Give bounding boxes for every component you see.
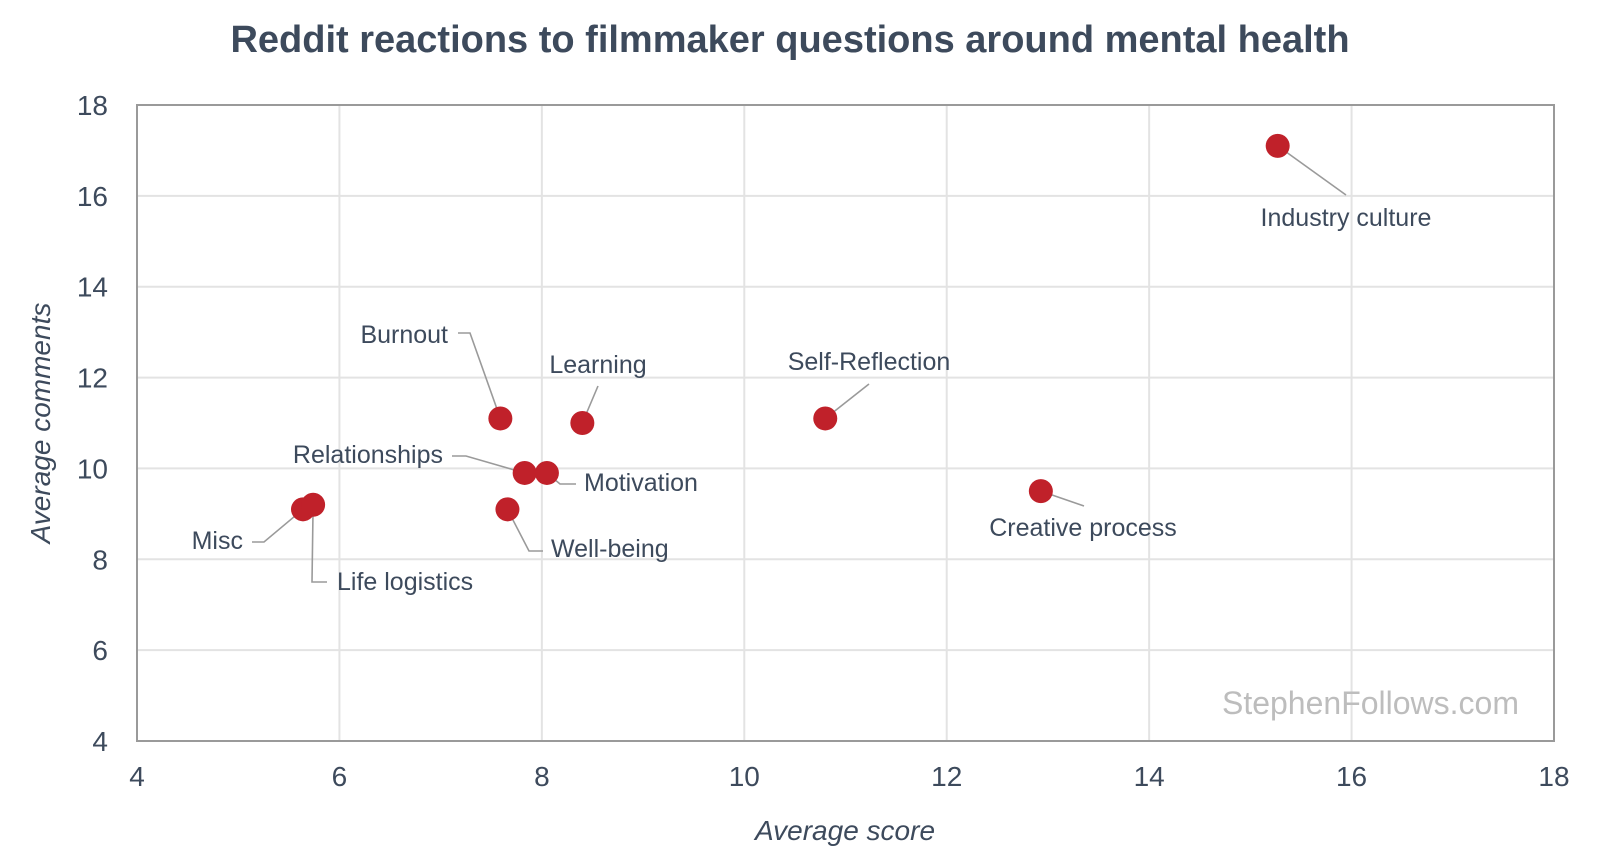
x-tick-label: 4 xyxy=(129,761,145,792)
data-label: Misc xyxy=(192,527,243,555)
leader-line xyxy=(506,508,543,552)
data-label: Creative process xyxy=(989,514,1177,542)
x-axis-label: Average score xyxy=(753,815,935,846)
y-tick-label: 4 xyxy=(92,726,108,757)
data-points xyxy=(290,133,1290,522)
y-tick-label: 12 xyxy=(77,363,108,394)
x-tick-label: 18 xyxy=(1538,761,1569,792)
data-point xyxy=(301,492,326,517)
axis-ticks: 4 6 8 10 12 14 16 18 4 6 8 10 12 14 16 18 xyxy=(77,90,1570,792)
gridlines xyxy=(137,105,1554,741)
data-label: Learning xyxy=(549,351,646,379)
y-tick-label: 6 xyxy=(92,635,108,666)
y-tick-label: 18 xyxy=(77,90,108,121)
data-point xyxy=(495,497,520,522)
leader-line xyxy=(458,332,502,419)
data-point xyxy=(1265,133,1290,158)
leader-line xyxy=(452,455,525,474)
point-labels: Industry culture Self-Reflection Creative … xyxy=(192,204,1432,596)
y-tick-label: 14 xyxy=(77,272,108,303)
leader-line xyxy=(311,504,327,583)
data-point xyxy=(488,406,513,431)
x-tick-label: 12 xyxy=(931,761,962,792)
data-label: Burnout xyxy=(360,321,448,349)
y-tick-label: 16 xyxy=(77,181,108,212)
data-label: Relationships xyxy=(293,441,443,469)
data-point xyxy=(570,411,595,435)
y-tick-label: 8 xyxy=(92,544,108,575)
data-point xyxy=(813,406,838,431)
data-point xyxy=(512,460,537,485)
data-label: Motivation xyxy=(584,469,698,497)
x-tick-label: 6 xyxy=(332,761,348,792)
data-label: Well-being xyxy=(551,535,669,563)
x-tick-label: 10 xyxy=(729,761,760,792)
x-tick-label: 14 xyxy=(1134,761,1165,792)
leader-line xyxy=(252,508,304,543)
watermark: StephenFollows.com xyxy=(1222,685,1519,721)
data-label: Industry culture xyxy=(1261,204,1432,232)
data-label: Self-Reflection xyxy=(788,348,951,376)
data-point xyxy=(1028,479,1053,504)
plot-frame xyxy=(136,104,1555,742)
x-tick-label: 8 xyxy=(534,761,550,792)
leader-line xyxy=(1277,145,1347,196)
x-tick-label: 16 xyxy=(1336,761,1367,792)
y-tick-label: 10 xyxy=(77,453,108,484)
data-label: Life logistics xyxy=(337,568,473,596)
data-point xyxy=(534,460,559,485)
y-axis-label: Average comments xyxy=(25,303,56,546)
chart-title: Reddit reactions to filmmaker questions … xyxy=(230,19,1349,61)
